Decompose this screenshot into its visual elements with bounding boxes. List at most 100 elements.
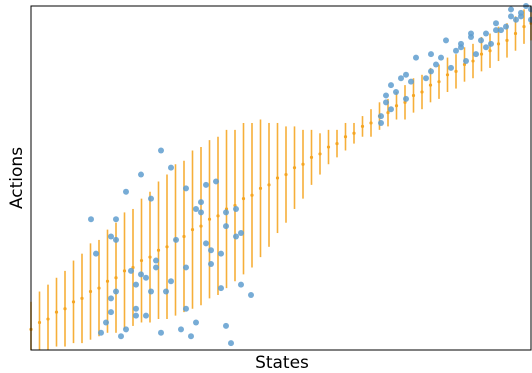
- data-point: [198, 199, 204, 206]
- data-point: [208, 247, 214, 254]
- mean-marker: [54, 310, 59, 314]
- data-point: [248, 291, 254, 298]
- mean-marker: [148, 255, 152, 259]
- data-point: [383, 99, 389, 106]
- data-point: [213, 178, 219, 185]
- data-point: [383, 92, 389, 99]
- mean-marker: [156, 248, 161, 252]
- mean-marker: [80, 296, 84, 300]
- data-point: [458, 44, 464, 51]
- point-layer: [88, 3, 532, 347]
- data-point: [413, 54, 419, 61]
- mean-marker: [241, 197, 246, 201]
- data-point: [143, 274, 149, 281]
- data-point: [498, 27, 504, 34]
- mean-marker: [394, 104, 399, 108]
- data-point: [408, 78, 414, 85]
- errorbar-layer: [29, 6, 532, 350]
- data-point: [448, 64, 454, 71]
- data-point: [223, 223, 229, 230]
- data-point: [128, 267, 134, 274]
- x-axis-label: States: [255, 353, 309, 373]
- data-point: [223, 209, 229, 216]
- mean-marker: [97, 286, 101, 290]
- data-point: [118, 333, 124, 340]
- data-point: [428, 51, 434, 58]
- data-point: [183, 185, 189, 192]
- data-point: [138, 271, 144, 278]
- data-point: [98, 329, 104, 336]
- mean-marker: [343, 135, 348, 139]
- data-point: [103, 319, 109, 326]
- mean-marker: [122, 269, 127, 273]
- mean-marker: [437, 80, 441, 84]
- data-point: [153, 264, 159, 271]
- data-point: [398, 75, 404, 82]
- data-point: [228, 340, 234, 347]
- mean-marker: [454, 69, 458, 73]
- data-point: [158, 147, 164, 154]
- mean-marker: [428, 83, 433, 87]
- mean-marker: [199, 224, 203, 228]
- data-point: [233, 205, 239, 212]
- data-point: [183, 264, 189, 271]
- data-point: [508, 13, 514, 20]
- data-point: [468, 30, 474, 37]
- mean-marker: [182, 234, 186, 239]
- mean-marker: [488, 49, 492, 53]
- mean-marker: [284, 172, 288, 177]
- mean-marker: [105, 279, 110, 283]
- mean-marker: [267, 183, 271, 187]
- data-point: [423, 75, 429, 82]
- mean-marker: [71, 300, 76, 304]
- mean-marker: [326, 145, 331, 149]
- data-point: [113, 236, 119, 243]
- data-point: [433, 61, 439, 68]
- data-point: [123, 326, 129, 333]
- data-point: [438, 54, 444, 61]
- data-point: [428, 68, 434, 75]
- data-point: [378, 119, 384, 126]
- data-point: [493, 20, 499, 27]
- data-point: [168, 164, 174, 171]
- mean-marker: [445, 73, 450, 77]
- mean-marker: [505, 38, 509, 43]
- mean-marker: [369, 121, 373, 125]
- data-point: [403, 71, 409, 78]
- data-point: [108, 295, 114, 302]
- data-point: [388, 82, 394, 89]
- mean-marker: [139, 258, 144, 263]
- data-point: [378, 113, 384, 120]
- mean-marker: [63, 307, 67, 311]
- data-point: [453, 47, 459, 54]
- data-point: [198, 209, 204, 216]
- data-point: [403, 95, 409, 102]
- data-point: [93, 250, 99, 257]
- data-point: [168, 278, 174, 285]
- mean-marker: [318, 152, 322, 156]
- data-point: [238, 281, 244, 288]
- mean-marker: [335, 142, 339, 146]
- data-point: [138, 171, 144, 178]
- data-point: [153, 257, 159, 264]
- data-point: [393, 89, 399, 95]
- mean-marker: [46, 317, 50, 321]
- data-point: [473, 51, 479, 58]
- data-point: [133, 305, 139, 312]
- data-point: [143, 312, 149, 319]
- data-point: [123, 188, 129, 195]
- data-point: [183, 305, 189, 312]
- mean-marker: [513, 31, 518, 36]
- mean-marker: [114, 276, 118, 280]
- mean-marker: [275, 176, 280, 180]
- data-point: [193, 205, 199, 212]
- data-point: [513, 16, 519, 23]
- data-point: [163, 288, 169, 295]
- plot-frame: [30, 5, 532, 351]
- data-point: [178, 326, 184, 333]
- data-point: [518, 13, 524, 20]
- data-point: [218, 250, 224, 257]
- mean-marker: [301, 162, 305, 166]
- data-point: [113, 288, 119, 295]
